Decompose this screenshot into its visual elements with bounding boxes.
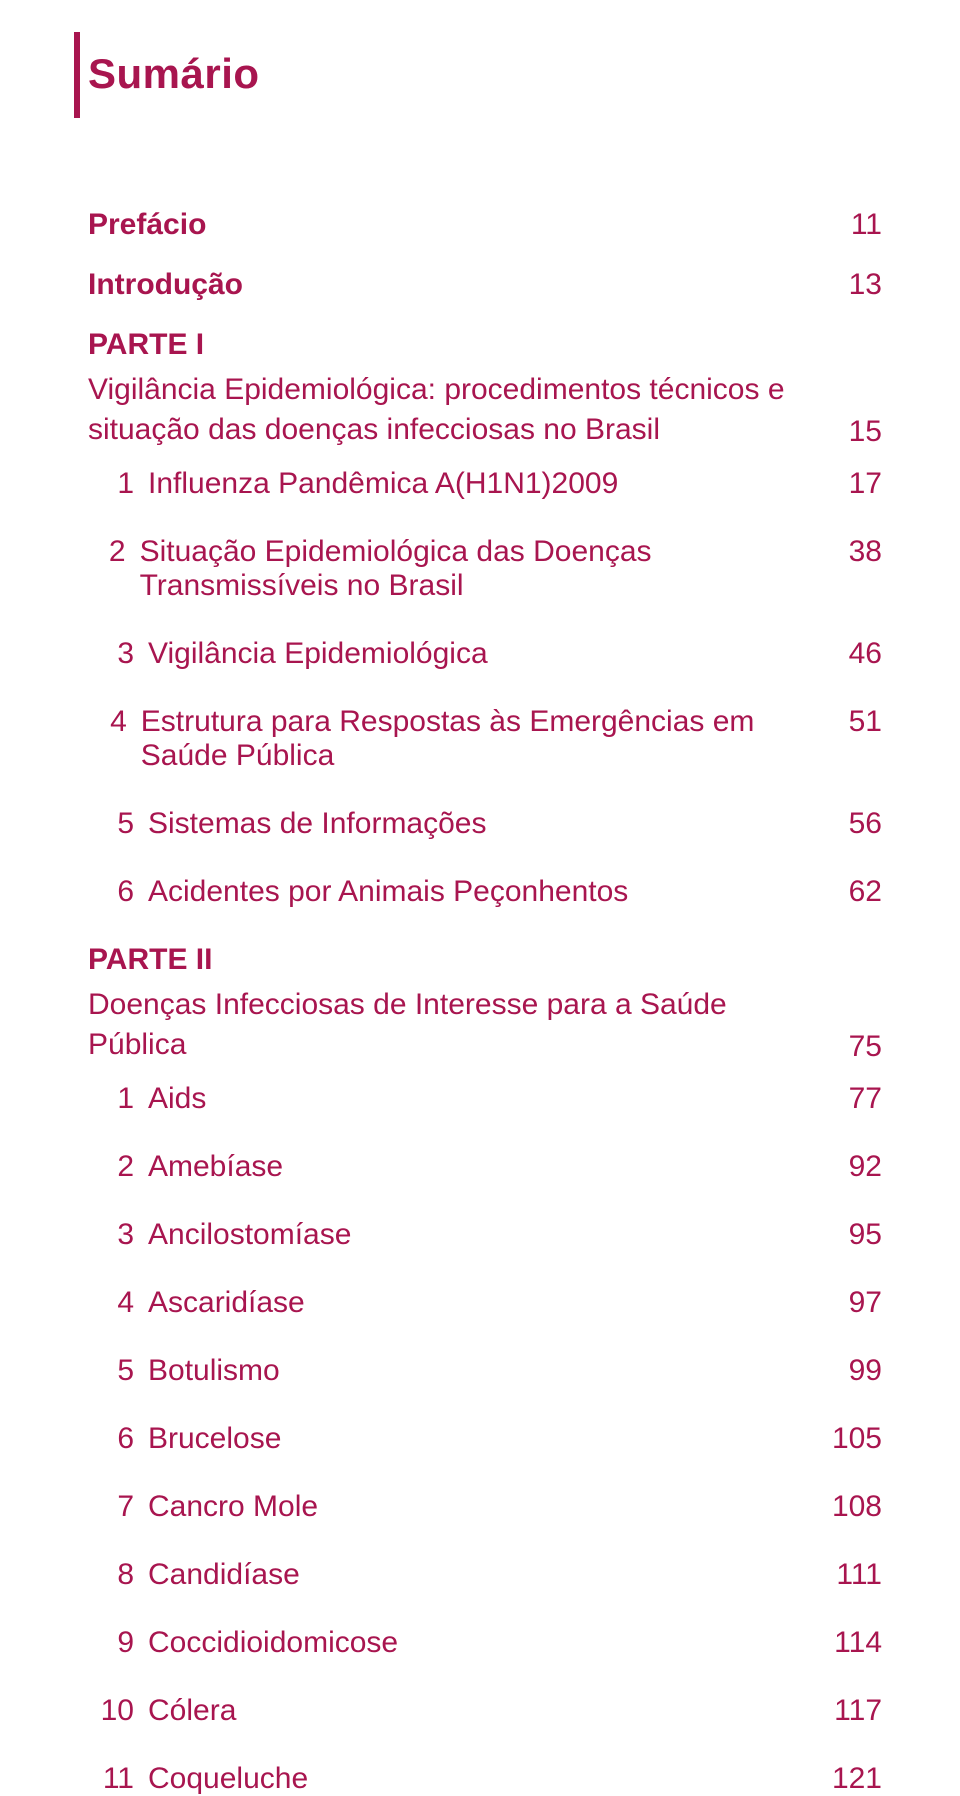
toc-label: PARTE II: [88, 943, 212, 977]
toc-desc-parte2[interactable]: Doenças Infecciosas de Interesse para a …: [88, 985, 882, 1064]
toc-chapter-number: 10: [88, 1694, 134, 1728]
toc-chapter[interactable]: 3 Vigilância Epidemiológica 46: [88, 637, 882, 671]
toc-chapter-label: Candidíase: [148, 1558, 300, 1592]
toc-chapter[interactable]: 7 Cancro Mole 108: [88, 1490, 882, 1524]
toc-section-parte2: PARTE II Doenças Infecciosas de Interess…: [88, 943, 882, 1796]
toc-chapter[interactable]: 3 Ancilostomíase 95: [88, 1218, 882, 1252]
toc-chapter[interactable]: 1 Influenza Pandêmica A(H1N1)2009 17: [88, 467, 882, 501]
toc-page-number: 15: [849, 415, 882, 449]
toc-page-number: 38: [849, 535, 882, 569]
toc-chapter-label: Aids: [148, 1082, 206, 1116]
toc-desc-text: Doenças Infecciosas de Interesse para a …: [88, 985, 788, 1064]
toc-chapter[interactable]: 4 Ascaridíase 97: [88, 1286, 882, 1320]
toc-page-number: 51: [849, 705, 882, 739]
toc-chapter-label: Sistemas de Informações: [148, 807, 486, 841]
toc-chapter-label: Situação Epidemiológica das Doenças Tran…: [140, 535, 829, 603]
toc-page-number: 105: [832, 1422, 882, 1456]
toc-chapter[interactable]: 2 Situação Epidemiológica das Doenças Tra…: [88, 535, 882, 603]
toc-chapter-number: 2: [88, 1150, 134, 1184]
toc-chapter[interactable]: 11 Coqueluche 121: [88, 1762, 882, 1796]
toc-chapter-number: 6: [88, 1422, 134, 1456]
toc-chapter-number: 8: [88, 1558, 134, 1592]
toc-chapter[interactable]: 9 Coccidioidomicose 114: [88, 1626, 882, 1660]
toc-page-number: 62: [849, 875, 882, 909]
toc-chapter-number: 2: [88, 535, 126, 569]
toc-heading-parte2: PARTE II: [88, 943, 882, 977]
toc-chapter[interactable]: 5 Botulismo 99: [88, 1354, 882, 1388]
toc-page-number: 13: [849, 268, 882, 302]
toc-entry-prefacio[interactable]: Prefácio 11: [88, 208, 882, 242]
toc-label: PARTE I: [88, 328, 204, 362]
toc-page-number: 77: [849, 1082, 882, 1116]
toc-chapter-label: Amebíase: [148, 1150, 283, 1184]
toc-chapter[interactable]: 6 Brucelose 105: [88, 1422, 882, 1456]
toc-chapter-number: 5: [88, 807, 134, 841]
toc-chapter-label: Brucelose: [148, 1422, 281, 1456]
toc-page-number: 75: [849, 1030, 882, 1064]
toc-chapter[interactable]: 5 Sistemas de Informações 56: [88, 807, 882, 841]
title-block: Sumário: [88, 50, 882, 98]
toc-page: Sumário Prefácio 11 Introdução 13 PARTE …: [0, 0, 960, 1733]
toc-desc-text: Vigilância Epidemiológica: procedimentos…: [88, 370, 788, 449]
toc-chapter-number: 9: [88, 1626, 134, 1660]
toc-page-number: 95: [849, 1218, 882, 1252]
toc-chapter-label: Estrutura para Respostas às Emergências …: [141, 705, 829, 773]
toc-page-number: 114: [834, 1626, 882, 1660]
toc-page-number: 56: [849, 807, 882, 841]
toc-chapter-label: Ancilostomíase: [148, 1218, 351, 1252]
toc-page-number: 97: [849, 1286, 882, 1320]
toc-chapter[interactable]: 4 Estrutura para Respostas às Emergências…: [88, 705, 882, 773]
toc-label: Prefácio: [88, 208, 206, 242]
toc-chapter-number: 11: [88, 1762, 134, 1796]
toc-chapter-number: 3: [88, 637, 134, 671]
toc-page-number: 117: [834, 1694, 882, 1728]
toc-chapter-label: Coqueluche: [148, 1762, 308, 1796]
toc-chapter-label: Acidentes por Animais Peçonhentos: [148, 875, 628, 909]
toc-chapter-label: Coccidioidomicose: [148, 1626, 398, 1660]
toc-chapter-label: Botulismo: [148, 1354, 280, 1388]
toc-chapter-label: Vigilância Epidemiológica: [148, 637, 488, 671]
toc-page-number: 92: [849, 1150, 882, 1184]
toc-page-number: 99: [849, 1354, 882, 1388]
toc-page-number: 108: [832, 1490, 882, 1524]
toc-chapter-number: 1: [88, 467, 134, 501]
toc-desc-parte1[interactable]: Vigilância Epidemiológica: procedimentos…: [88, 370, 882, 449]
toc-chapter-number: 4: [88, 705, 127, 739]
toc-chapter-number: 6: [88, 875, 134, 909]
toc-page-number: 46: [849, 637, 882, 671]
toc-chapter-label: Ascaridíase: [148, 1286, 305, 1320]
toc-entry-introducao[interactable]: Introdução 13: [88, 268, 882, 302]
toc-chapter[interactable]: 2 Amebíase 92: [88, 1150, 882, 1184]
toc-page-number: 11: [851, 208, 882, 242]
toc-chapter-number: 4: [88, 1286, 134, 1320]
toc-chapter-label: Cancro Mole: [148, 1490, 318, 1524]
toc-page-number: 121: [832, 1762, 882, 1796]
toc-chapter[interactable]: 1 Aids 77: [88, 1082, 882, 1116]
toc-chapter-label: Influenza Pandêmica A(H1N1)2009: [148, 467, 618, 501]
toc-chapter-label: Cólera: [148, 1694, 236, 1728]
toc-chapter[interactable]: 10 Cólera 117: [88, 1694, 882, 1728]
toc-chapter-number: 5: [88, 1354, 134, 1388]
toc-page-number: 17: [849, 467, 882, 501]
page-title: Sumário: [88, 50, 882, 98]
toc-chapter-number: 7: [88, 1490, 134, 1524]
toc-section-parte1: PARTE I Vigilância Epidemiológica: proce…: [88, 328, 882, 909]
title-rule: [74, 32, 80, 118]
toc-page-number: 111: [836, 1558, 882, 1592]
toc-chapter-number: 3: [88, 1218, 134, 1252]
toc-chapter-number: 1: [88, 1082, 134, 1116]
toc-label: Introdução: [88, 268, 243, 302]
toc-heading-parte1: PARTE I: [88, 328, 882, 362]
toc-chapter[interactable]: 8 Candidíase 111: [88, 1558, 882, 1592]
toc-chapter[interactable]: 6 Acidentes por Animais Peçonhentos 62: [88, 875, 882, 909]
